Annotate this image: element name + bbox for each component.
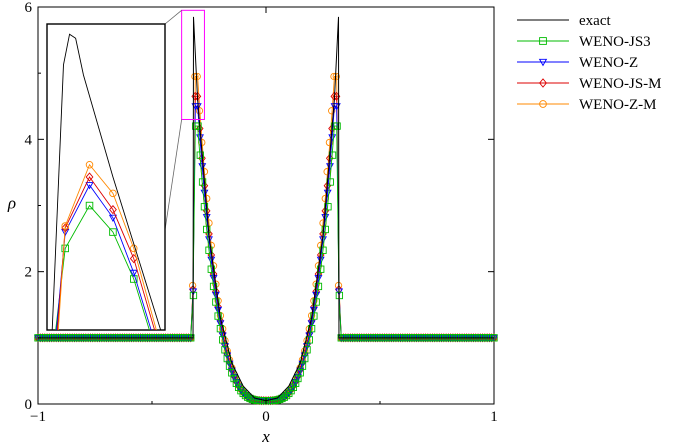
legend-marker [539, 37, 547, 45]
data-point [214, 312, 222, 320]
inset-data-point [61, 244, 69, 253]
legend-label: WENO-Z [579, 55, 638, 71]
data-point [310, 312, 318, 320]
data-point [209, 282, 218, 291]
legend-item-weno-js-m: WENO-JS-M [517, 76, 662, 92]
x-axis-label: x [261, 427, 270, 446]
data-point [305, 332, 314, 340]
zoom-indicator [164, 9, 205, 231]
data-point [218, 332, 227, 340]
data-point [207, 265, 215, 273]
data-point [324, 203, 332, 211]
data-point [200, 203, 209, 211]
data-point [230, 374, 238, 383]
y-tick-label: 2 [25, 265, 33, 281]
legend-label: WENO-Z-M [579, 97, 656, 113]
data-point [195, 107, 204, 115]
data-point [227, 367, 236, 375]
data-point [191, 72, 199, 81]
inset-series-layer [51, 33, 162, 330]
y-axis-label: ρ [7, 194, 16, 213]
legend-item-exact: exact [517, 13, 611, 29]
data-point [333, 122, 341, 130]
legend-marker [539, 100, 547, 108]
inset-data-point [85, 182, 94, 190]
inset-data-point [108, 214, 118, 223]
inset-data-point [85, 172, 94, 182]
data-point [296, 367, 305, 375]
data-point [285, 389, 293, 398]
inset-frame [46, 23, 166, 331]
inset-line-weno-z-m [57, 163, 157, 330]
y-tick-label: 4 [25, 132, 33, 148]
inset-data-point [109, 228, 117, 236]
x-tick-label: 1 [490, 409, 498, 425]
legend: exact WENO-JS3 WENO-Z WENO-JS-M WENO-Z-M [517, 13, 662, 113]
data-point [205, 246, 213, 254]
data-point [232, 379, 241, 387]
data-point [193, 72, 201, 81]
zoom-connector [164, 9, 182, 25]
data-point [198, 178, 207, 186]
legend-item-weno-z: WENO-Z [517, 55, 638, 71]
data-point [312, 298, 320, 306]
data-point [196, 151, 204, 159]
inset-data-point [85, 201, 94, 210]
data-point [280, 393, 288, 401]
data-point [325, 138, 334, 147]
inset-data-point [129, 269, 138, 278]
legend-label: exact [579, 13, 611, 29]
data-point [330, 72, 338, 81]
data-point [314, 282, 323, 291]
data-point [212, 298, 220, 306]
x-tick-label: −1 [30, 409, 46, 425]
data-point [230, 373, 239, 382]
inset-series-weno-js3 [55, 201, 150, 330]
inset-data-point [109, 204, 117, 215]
legend-item-weno-js3: WENO-JS3 [517, 34, 651, 50]
data-point [291, 379, 300, 387]
data-point [293, 373, 302, 382]
legend-label: WENO-JS3 [579, 34, 651, 50]
data-point [319, 246, 327, 254]
zoom-box [181, 9, 205, 120]
data-point [294, 374, 302, 383]
data-point [282, 391, 291, 400]
legend-item-weno-z-m: WENO-Z-M [517, 97, 656, 113]
data-point [298, 362, 307, 370]
x-tick-label: 0 [262, 409, 270, 425]
data-point [232, 379, 241, 387]
legend-marker [538, 58, 548, 67]
data-point [237, 387, 245, 395]
inset-data-point [85, 161, 94, 169]
data-point [332, 72, 340, 81]
zoom-connector [164, 119, 183, 231]
data-point [328, 107, 336, 115]
legend-marker [539, 78, 547, 88]
inset-line-weno-js3 [55, 204, 150, 330]
inset-data-point [109, 189, 117, 198]
data-point [228, 369, 236, 377]
data-point [321, 225, 329, 234]
data-point [194, 122, 202, 130]
y-tick-label: 0 [25, 397, 33, 413]
data-point [289, 383, 298, 391]
inset-data-point [61, 222, 69, 230]
inset-plot [46, 23, 166, 331]
data-point [317, 265, 325, 273]
series-layer [34, 16, 498, 406]
data-point [291, 379, 300, 387]
y-tick-label: 6 [25, 0, 33, 16]
data-point [239, 389, 247, 398]
inset-line-exact [51, 33, 162, 330]
data-point [298, 360, 307, 368]
data-point [225, 360, 234, 368]
data-point [203, 225, 211, 234]
legend-label: WENO-JS-M [579, 76, 662, 92]
